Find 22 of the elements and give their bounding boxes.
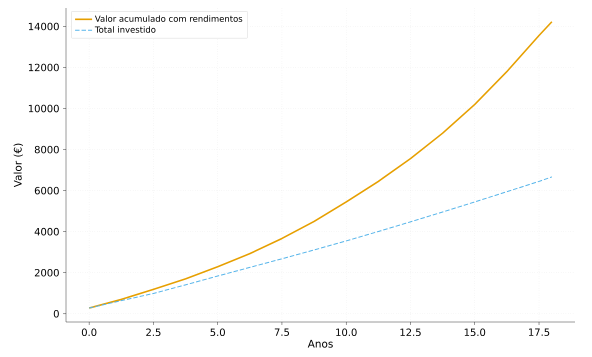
- y-tick-label: 4000: [34, 228, 59, 236]
- x-axis-title: Anos: [308, 340, 333, 348]
- y-axis-title: Valor (€): [14, 144, 23, 188]
- x-tick-label: 5.0: [210, 328, 225, 336]
- y-tick-label: 14000: [28, 22, 59, 30]
- legend-label: Total investido: [94, 26, 156, 33]
- y-tick-label: 10000: [28, 104, 59, 112]
- y-tick-label: 0: [54, 310, 59, 318]
- x-tick-label: 10.0: [336, 328, 357, 336]
- line-series: [88, 176, 552, 309]
- line-series: [88, 20, 553, 309]
- x-tick-label: 7.5: [274, 328, 289, 336]
- x-tick-label: 0.0: [82, 328, 96, 336]
- y-tick-label: 6000: [34, 186, 59, 194]
- x-tick-label: 2.5: [146, 328, 160, 336]
- y-tick-label: 12000: [28, 64, 59, 72]
- y-tick-label: 2000: [34, 268, 59, 277]
- y-tick-label: 8000: [34, 146, 59, 154]
- x-tick-label: 17.5: [529, 328, 550, 336]
- legend-label: Valor acumulado com rendimentos: [94, 15, 242, 22]
- x-tick-label: 15.0: [464, 328, 486, 336]
- x-tick-label: 12.5: [400, 328, 421, 336]
